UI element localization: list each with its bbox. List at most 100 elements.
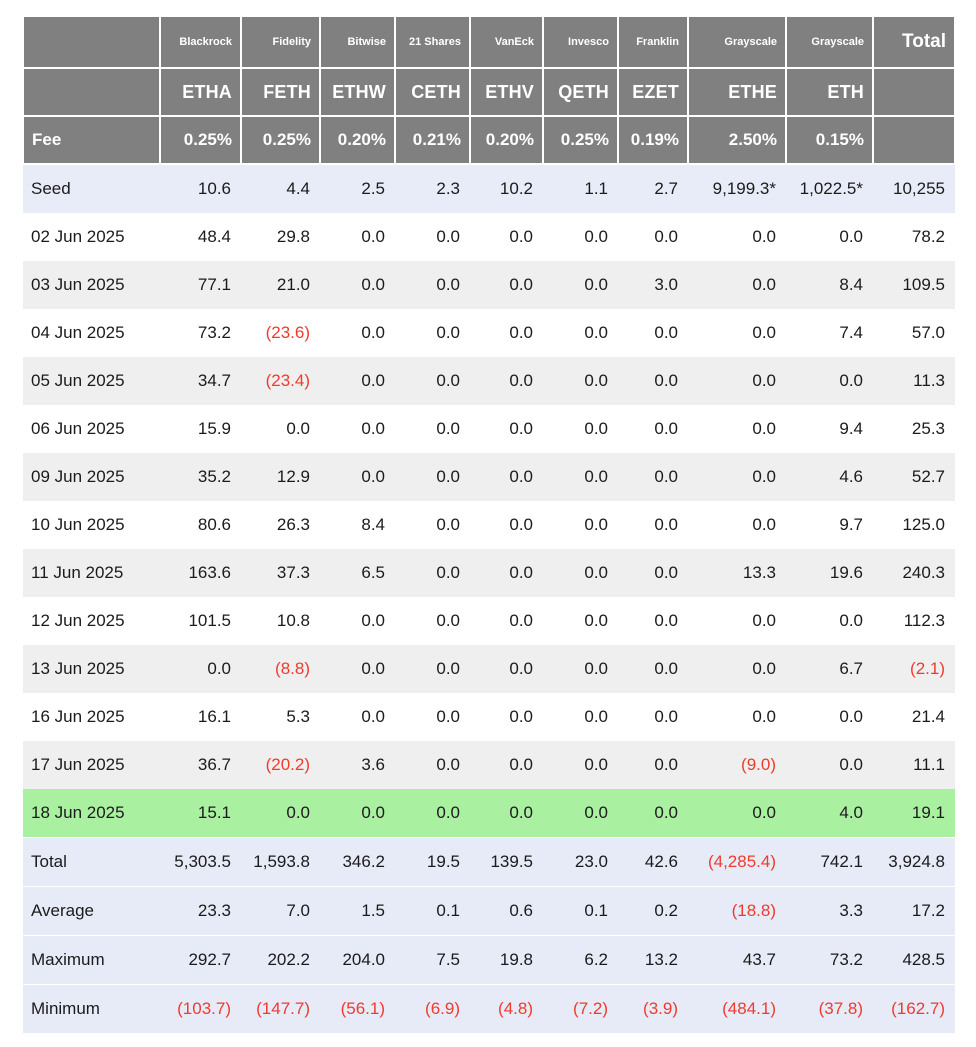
value-cell: 0.0 bbox=[320, 789, 395, 838]
value-cell: 0.0 bbox=[320, 405, 395, 453]
value-cell: 0.0 bbox=[543, 645, 618, 693]
value-cell: 0.0 bbox=[688, 309, 786, 357]
row-label: 17 Jun 2025 bbox=[23, 741, 160, 789]
value-cell: 742.1 bbox=[786, 837, 873, 887]
value-cell: 0.0 bbox=[786, 357, 873, 405]
value-cell: 0.0 bbox=[395, 549, 470, 597]
value-cell: 80.6 bbox=[160, 501, 241, 549]
value-cell: 346.2 bbox=[320, 837, 395, 887]
value-cell: 26.3 bbox=[241, 501, 320, 549]
value-cell: 0.1 bbox=[543, 886, 618, 936]
value-cell: 6.7 bbox=[786, 645, 873, 693]
total-header: Total bbox=[872, 15, 956, 69]
row-label: 16 Jun 2025 bbox=[23, 693, 160, 741]
value-cell: 25.3 bbox=[873, 405, 955, 453]
fee-cell-etha: 0.25% bbox=[159, 115, 242, 165]
value-cell: (37.8) bbox=[786, 984, 873, 1033]
value-cell: 3,924.8 bbox=[873, 837, 955, 887]
value-cell: 0.0 bbox=[320, 357, 395, 405]
ticker-header-feth: FETH bbox=[240, 67, 321, 117]
value-cell: 0.0 bbox=[786, 693, 873, 741]
value-cell: (7.2) bbox=[543, 984, 618, 1033]
value-cell: 0.0 bbox=[470, 309, 543, 357]
value-cell: 15.1 bbox=[160, 789, 241, 838]
value-cell: 0.0 bbox=[618, 741, 688, 789]
value-cell: 10.2 bbox=[470, 164, 543, 213]
value-cell: (147.7) bbox=[241, 984, 320, 1033]
row-label: 12 Jun 2025 bbox=[23, 597, 160, 645]
ticker-header-ethw: ETHW bbox=[319, 67, 396, 117]
value-cell: 0.0 bbox=[395, 597, 470, 645]
value-cell: 0.0 bbox=[470, 645, 543, 693]
ticker-header-ceth: CETH bbox=[394, 67, 471, 117]
provider-header-qeth: Invesco bbox=[542, 15, 619, 69]
value-cell: 0.0 bbox=[688, 693, 786, 741]
value-cell: 240.3 bbox=[873, 549, 955, 597]
row-label: Average bbox=[23, 886, 160, 936]
value-cell: 7.0 bbox=[241, 886, 320, 936]
provider-header-eth: Grayscale bbox=[785, 15, 874, 69]
value-cell: 0.0 bbox=[786, 741, 873, 789]
table-row: 10 Jun 2025 80.6 26.3 8.4 0.0 0.0 0.0 0.0 0.0 9.7… bbox=[23, 501, 955, 549]
value-cell: 163.6 bbox=[160, 549, 241, 597]
value-cell: 15.9 bbox=[160, 405, 241, 453]
value-cell: (8.8) bbox=[241, 645, 320, 693]
value-cell: (4,285.4) bbox=[688, 837, 786, 887]
value-cell: 73.2 bbox=[786, 935, 873, 985]
value-cell: 0.0 bbox=[543, 693, 618, 741]
row-label: 03 Jun 2025 bbox=[23, 261, 160, 309]
value-cell: 57.0 bbox=[873, 309, 955, 357]
value-cell: 0.0 bbox=[688, 357, 786, 405]
value-cell: 23.0 bbox=[543, 837, 618, 887]
table-row: 09 Jun 2025 35.2 12.9 0.0 0.0 0.0 0.0 0.0 0.0 4.6… bbox=[23, 453, 955, 501]
table-row: Average 23.3 7.0 1.5 0.1 0.6 0.1 0.2 (18.8) 3.3 17… bbox=[23, 886, 955, 936]
value-cell: 0.0 bbox=[395, 357, 470, 405]
value-cell: 0.0 bbox=[320, 453, 395, 501]
value-cell: 0.0 bbox=[470, 693, 543, 741]
table-row: 04 Jun 2025 73.2 (23.6) 0.0 0.0 0.0 0.0 0.0 0.0 7… bbox=[23, 309, 955, 357]
value-cell: 0.0 bbox=[470, 501, 543, 549]
total-blank-cell bbox=[872, 115, 956, 165]
value-cell: 109.5 bbox=[873, 261, 955, 309]
value-cell: 7.4 bbox=[786, 309, 873, 357]
value-cell: (23.6) bbox=[241, 309, 320, 357]
value-cell: 0.0 bbox=[160, 645, 241, 693]
value-cell: 21.0 bbox=[241, 261, 320, 309]
provider-header-ethw: Bitwise bbox=[319, 15, 396, 69]
ticker-header-ethv: ETHV bbox=[469, 67, 544, 117]
value-cell: 0.0 bbox=[543, 453, 618, 501]
value-cell: 0.0 bbox=[470, 213, 543, 261]
table-header: Blackrock Fidelity Bitwise 21 Shares VanEck I… bbox=[22, 15, 956, 165]
value-cell: 73.2 bbox=[160, 309, 241, 357]
value-cell: 0.0 bbox=[688, 261, 786, 309]
table-row: 03 Jun 2025 77.1 21.0 0.0 0.0 0.0 0.0 3.0 0.0 8.4… bbox=[23, 261, 955, 309]
fee-cell-qeth: 0.25% bbox=[542, 115, 619, 165]
value-cell: 0.0 bbox=[395, 309, 470, 357]
value-cell: 0.0 bbox=[618, 357, 688, 405]
table-row: 06 Jun 2025 15.9 0.0 0.0 0.0 0.0 0.0 0.0 0.0 9.4 2… bbox=[23, 405, 955, 453]
value-cell: 36.7 bbox=[160, 741, 241, 789]
value-cell: 0.0 bbox=[470, 789, 543, 838]
value-cell: 0.0 bbox=[543, 549, 618, 597]
value-cell: 0.0 bbox=[618, 309, 688, 357]
value-cell: 1.5 bbox=[320, 886, 395, 936]
value-cell: 5.3 bbox=[241, 693, 320, 741]
value-cell: 0.0 bbox=[618, 405, 688, 453]
value-cell: 0.0 bbox=[543, 501, 618, 549]
corner-cell bbox=[22, 67, 161, 117]
value-cell: 48.4 bbox=[160, 213, 241, 261]
fee-cell-ethw: 0.20% bbox=[319, 115, 396, 165]
value-cell: 0.0 bbox=[543, 309, 618, 357]
value-cell: 16.1 bbox=[160, 693, 241, 741]
value-cell: 0.0 bbox=[618, 645, 688, 693]
value-cell: 7.5 bbox=[395, 935, 470, 985]
value-cell: 0.0 bbox=[543, 405, 618, 453]
value-cell: 2.7 bbox=[618, 164, 688, 213]
row-label: 04 Jun 2025 bbox=[23, 309, 160, 357]
table-row: 11 Jun 2025 163.6 37.3 6.5 0.0 0.0 0.0 0.0 13.3 1… bbox=[23, 549, 955, 597]
table-body: Seed 10.6 4.4 2.5 2.3 10.2 1.1 2.7 9,199.3* 1,022… bbox=[23, 164, 955, 1033]
value-cell: 19.6 bbox=[786, 549, 873, 597]
value-cell: 0.0 bbox=[241, 789, 320, 838]
value-cell: 0.0 bbox=[688, 453, 786, 501]
value-cell: 34.7 bbox=[160, 357, 241, 405]
